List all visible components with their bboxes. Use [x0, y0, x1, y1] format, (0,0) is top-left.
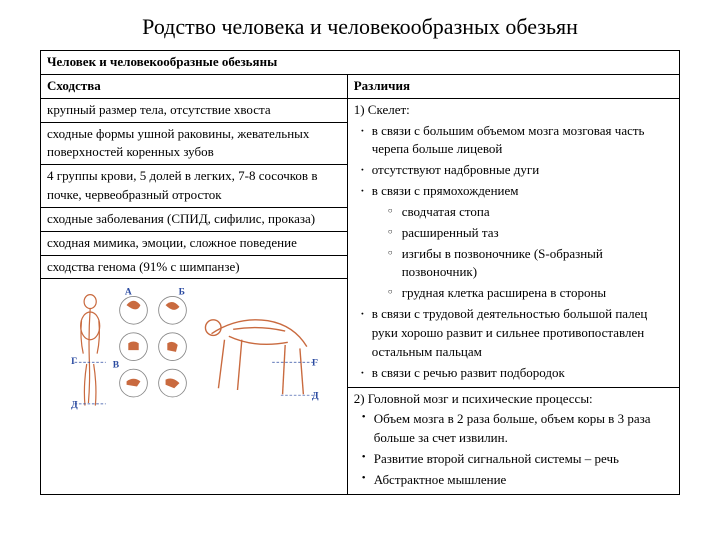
- diff1-item: отсутствуют надбровные дуги: [358, 161, 673, 180]
- similarity-cell: сходная мимика, эмоции, сложное поведени…: [41, 231, 348, 255]
- table-header: Человек и человекообразные обезьяны: [41, 51, 680, 75]
- diff2-item: Развитие второй сигнальной системы – реч…: [360, 450, 673, 469]
- similarity-cell: сходные формы ушной раковины, жевательны…: [41, 122, 348, 165]
- similarity-cell: сходства генома (91% с шимпанзе): [41, 255, 348, 279]
- page-title: Родство человека и человекообразных обез…: [40, 14, 680, 40]
- diff-block-1: 1) Скелет: в связи с большим объемом моз…: [347, 98, 679, 387]
- diff1-subitem: грудная клетка расширена в стороны: [388, 284, 673, 303]
- diff2-item: Объем мозга в 2 раза больше, объем коры …: [360, 410, 673, 448]
- skeleton-comparison-illustration: А Б В Г Д Г Д: [47, 281, 341, 421]
- diff2-item: Абстрактное мышление: [360, 471, 673, 490]
- diff1-subitem: сводчатая стопа: [388, 203, 673, 222]
- diff1-item: в связи с речью развит подбородок: [358, 364, 673, 383]
- diff1-item: в связи с большим объемом мозга мозговая…: [358, 122, 673, 160]
- similarity-cell: 4 группы крови, 5 долей в легких, 7-8 со…: [41, 165, 348, 208]
- diff-block-2: 2) Головной мозг и психические процессы:…: [347, 387, 679, 494]
- illus-label-g2: Г: [312, 359, 318, 369]
- diff2-lead: 2) Головной мозг и психические процессы:: [354, 390, 673, 409]
- illus-label-v: В: [112, 361, 119, 371]
- diff1-subitem: расширенный таз: [388, 224, 673, 243]
- skeleton-svg: А Б В Г Д Г Д: [62, 286, 326, 416]
- illus-label-d: Д: [71, 401, 78, 411]
- similarity-cell: крупный размер тела, отсутствие хвоста: [41, 98, 348, 122]
- diff1-subitem: изгибы в позвоночнике (S-образный позвон…: [388, 245, 673, 283]
- illus-label-b: Б: [178, 288, 184, 298]
- comparison-table: Человек и человекообразные обезьяны Сход…: [40, 50, 680, 495]
- diff1-item: в связи с трудовой деятельностью большой…: [358, 305, 673, 362]
- illustration-cell: А Б В Г Д Г Д: [41, 279, 348, 494]
- similarity-cell: сходные заболевания (СПИД, сифилис, прок…: [41, 207, 348, 231]
- col-diff: Различия: [347, 74, 679, 98]
- illus-label-a: А: [125, 288, 132, 298]
- diff1-lead: 1) Скелет:: [354, 101, 673, 120]
- diff1-item: в связи с прямохождением сводчатая стопа…: [358, 182, 673, 303]
- illus-label-d2: Д: [312, 392, 319, 402]
- col-similar: Сходства: [41, 74, 348, 98]
